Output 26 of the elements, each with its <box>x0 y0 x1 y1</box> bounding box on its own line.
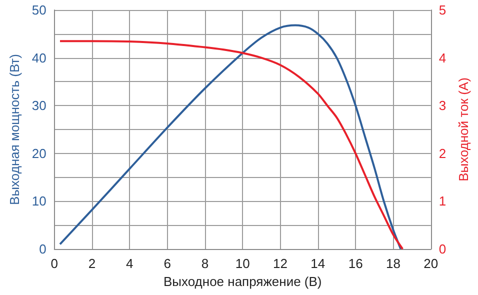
y-tick-label: 50 <box>32 2 46 18</box>
y2-tick-label: 4 <box>438 50 446 66</box>
x-tick-label: 14 <box>310 256 326 271</box>
y2-tick-label: 5 <box>438 2 446 18</box>
y2-axis-title: Выходной ток (А) <box>456 78 471 182</box>
x-tick-label: 20 <box>424 256 438 271</box>
x-tick-label: 4 <box>126 256 134 271</box>
x-tick-label: 18 <box>386 256 400 271</box>
x-tick-label: 16 <box>348 256 363 271</box>
y-tick-label: 10 <box>32 194 46 209</box>
x-tick-label: 10 <box>235 256 250 271</box>
y-tick-label: 40 <box>32 50 46 66</box>
y-axis-title: Выходная мощность (Вт) <box>7 54 22 205</box>
x-tick-label: 12 <box>273 256 288 271</box>
y2-tick-label: 3 <box>438 98 446 114</box>
y2-tick-label: 1 <box>438 194 446 209</box>
y-tick-label: 30 <box>32 98 46 114</box>
x-tick-label: 8 <box>201 256 209 271</box>
x-axis-title: Выходное напряжение (В) <box>163 274 322 289</box>
x-tick-label: 6 <box>164 256 171 271</box>
y2-tick-label: 0 <box>438 242 446 256</box>
y2-tick-label: 2 <box>438 146 446 161</box>
x-tick-label: 0 <box>50 256 58 271</box>
x-tick-label: 2 <box>88 256 96 271</box>
y-tick-label: 20 <box>32 146 46 161</box>
y-tick-label: 0 <box>39 242 46 256</box>
